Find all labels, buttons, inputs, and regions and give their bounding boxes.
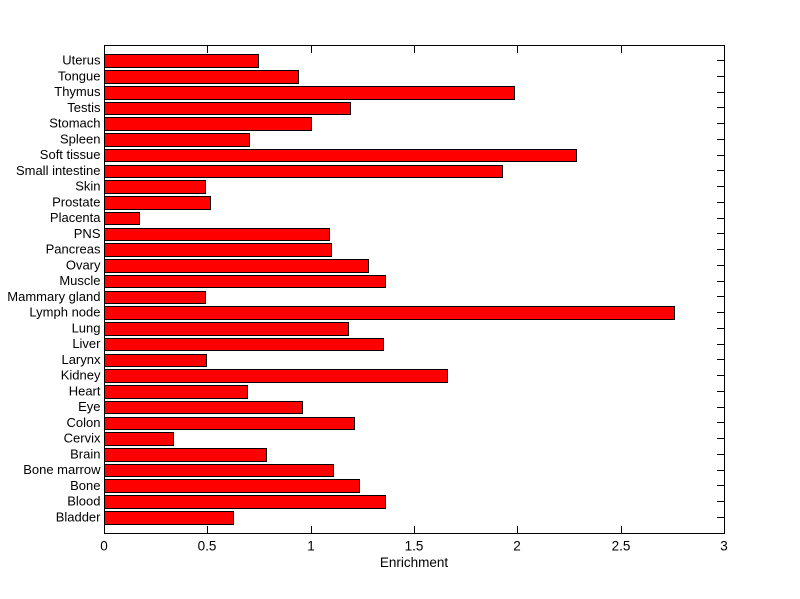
svg-text:0: 0: [100, 538, 108, 553]
svg-text:Lymph node: Lymph node: [29, 305, 100, 320]
svg-text:3: 3: [720, 538, 728, 553]
svg-text:Blood: Blood: [67, 494, 100, 509]
svg-text:Muscle: Muscle: [59, 273, 100, 288]
svg-text:Kidney: Kidney: [61, 368, 101, 383]
svg-text:Testis: Testis: [67, 100, 101, 115]
svg-text:Pancreas: Pancreas: [46, 242, 101, 257]
svg-text:Eye: Eye: [78, 399, 100, 414]
svg-text:Placenta: Placenta: [50, 210, 101, 225]
svg-text:Prostate: Prostate: [52, 194, 100, 209]
svg-text:Bone marrow: Bone marrow: [23, 462, 101, 477]
svg-text:Enrichment: Enrichment: [380, 555, 449, 570]
svg-text:Brain: Brain: [70, 446, 100, 461]
svg-text:Cervix: Cervix: [64, 431, 101, 446]
svg-text:Spleen: Spleen: [60, 132, 100, 147]
svg-text:Uterus: Uterus: [62, 53, 101, 68]
svg-text:1.5: 1.5: [405, 538, 424, 553]
svg-text:Thymus: Thymus: [54, 84, 101, 99]
svg-text:Bone: Bone: [70, 478, 100, 493]
svg-text:PNS: PNS: [74, 226, 101, 241]
svg-text:Liver: Liver: [72, 336, 101, 351]
svg-text:Heart: Heart: [69, 383, 101, 398]
svg-text:Skin: Skin: [75, 179, 100, 194]
svg-text:0.5: 0.5: [198, 538, 217, 553]
svg-text:Lung: Lung: [72, 320, 101, 335]
svg-text:Tongue: Tongue: [58, 69, 101, 84]
svg-text:Ovary: Ovary: [66, 257, 101, 272]
svg-text:Larynx: Larynx: [61, 352, 101, 367]
svg-text:1: 1: [307, 538, 315, 553]
svg-text:Small intestine: Small intestine: [16, 163, 101, 178]
svg-text:Bladder: Bladder: [56, 509, 101, 524]
svg-text:Mammary gland: Mammary gland: [7, 289, 100, 304]
svg-text:Stomach: Stomach: [49, 116, 100, 131]
svg-text:Soft tissue: Soft tissue: [40, 147, 101, 162]
svg-text:Colon: Colon: [67, 415, 101, 430]
svg-text:2: 2: [513, 538, 521, 553]
svg-text:2.5: 2.5: [612, 538, 631, 553]
